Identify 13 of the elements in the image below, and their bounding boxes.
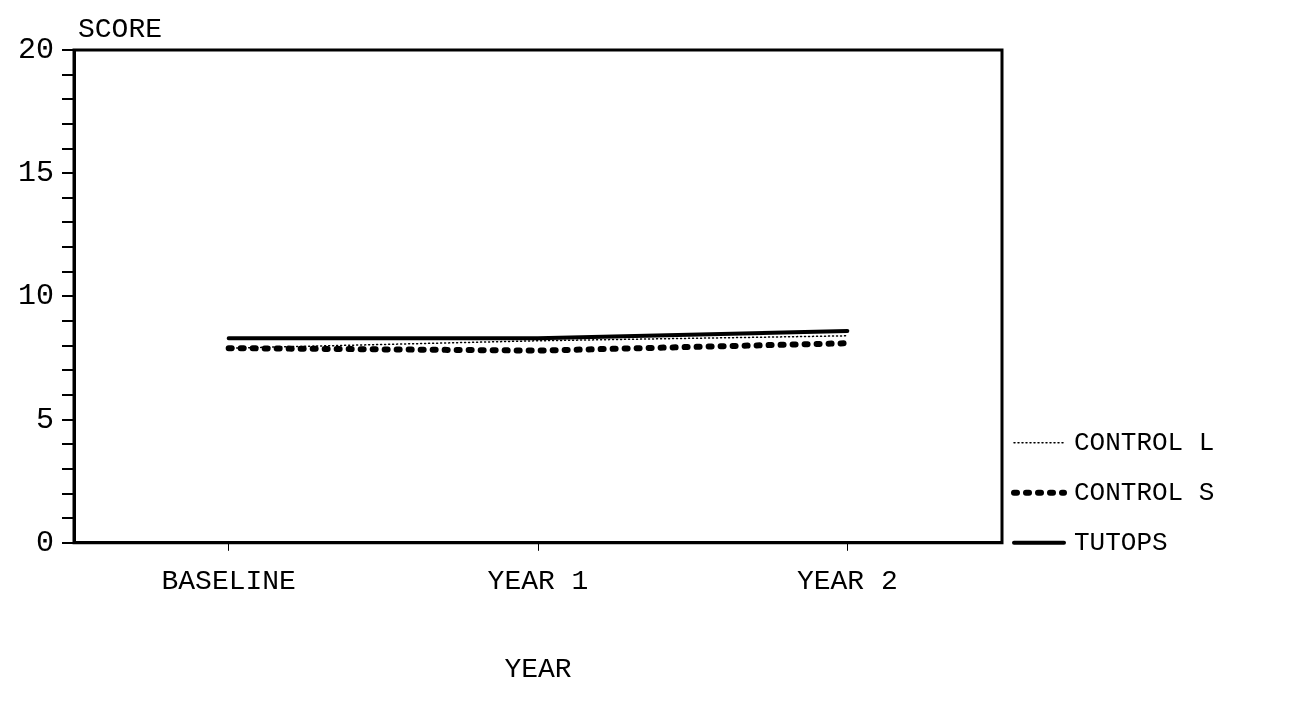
y-tick-label: 5 [35,402,55,437]
y-tick-label: 0 [35,525,55,560]
legend-label: CONTROL L [1074,427,1215,458]
x-axis-title: YEAR [504,653,572,685]
y-tick-label: 10 [17,279,55,314]
x-tick-label: YEAR 2 [796,566,898,598]
x-tick-label: BASELINE [161,566,296,598]
legend-label: CONTROL S [1074,477,1215,508]
x-tick-label: YEAR 1 [487,566,589,598]
y-tick-label: 20 [17,32,55,67]
legend-label: TUTOPS [1074,527,1168,558]
y-tick-label: 15 [17,156,55,191]
y-axis-title: SCORE [78,14,163,46]
